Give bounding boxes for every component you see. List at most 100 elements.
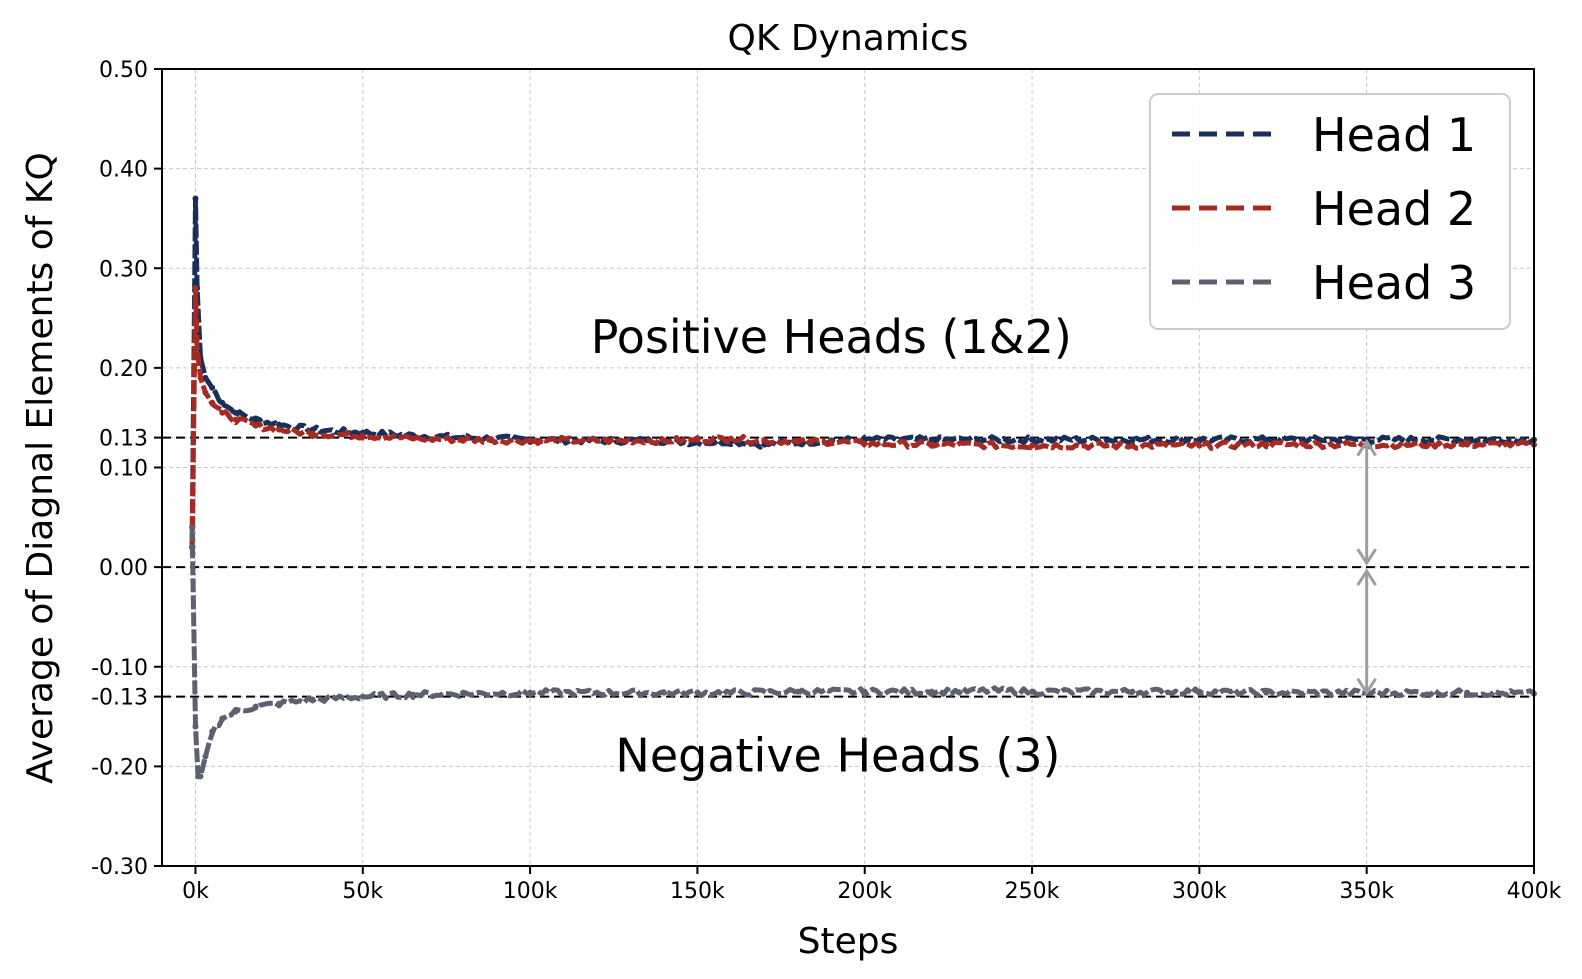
y-tick-label-2: -0.13	[91, 686, 148, 711]
series-point-head-2-27	[1263, 441, 1270, 448]
x-tick-label-8: 400k	[1507, 879, 1562, 904]
series-point-head-3-17	[694, 689, 701, 696]
y-tick-label-1: -0.20	[91, 755, 148, 780]
arrow-head-mid-down	[1356, 548, 1377, 566]
series-point-head-1-27	[1263, 436, 1270, 443]
x-tick-label-7: 350k	[1339, 879, 1394, 904]
series-point-head-2-25	[1129, 442, 1136, 449]
series-point-head-2-8	[252, 422, 259, 429]
series-point-head-1-5	[209, 384, 216, 391]
arrow-annotation	[1356, 438, 1377, 696]
annotation-positive: Positive Heads (1&2)	[591, 310, 1072, 364]
legend-label-head-3: Head 3	[1312, 256, 1476, 310]
y-tick-label-0: -0.30	[91, 855, 148, 880]
series-point-head-2-2	[194, 344, 201, 351]
series-point-head-2-26	[1196, 442, 1203, 449]
y-tick-label-8: 0.30	[99, 257, 148, 282]
series-point-head-3-10	[309, 696, 316, 703]
series-point-head-2-19	[761, 437, 768, 444]
series-point-head-2-15	[594, 437, 601, 444]
series-point-head-3-20	[861, 688, 868, 695]
x-tick-label-3: 150k	[670, 879, 725, 904]
x-tick-label-5: 250k	[1005, 879, 1060, 904]
series-point-head-2-16	[660, 437, 667, 444]
x-tick-label-4: 200k	[837, 879, 892, 904]
series-point-head-1-26	[1196, 436, 1203, 443]
legend-box	[1149, 93, 1511, 330]
plot-frame	[161, 68, 1535, 867]
series-point-head-2-18	[727, 435, 734, 442]
y-tick-label-7: 0.20	[99, 357, 148, 382]
series-point-head-1-23	[928, 436, 935, 443]
y-tick-label-4: 0.00	[99, 556, 148, 581]
series-point-head-3-19	[794, 688, 801, 695]
x-tick-label-0: 0k	[182, 879, 209, 904]
y-tick-label-3: -0.10	[91, 656, 148, 681]
annotation-negative: Negative Heads (3)	[615, 728, 1060, 782]
series-point-head-1-4	[202, 374, 209, 381]
series-point-head-2-9	[276, 426, 283, 433]
series-point-head-3-26	[1263, 689, 1270, 696]
series-point-head-2-5	[209, 399, 216, 406]
series-point-head-2-14	[527, 437, 534, 444]
series-point-head-3-23	[1029, 688, 1036, 695]
series-point-head-2-21	[828, 438, 835, 445]
series-point-head-3-6	[219, 715, 226, 722]
series-point-head-2-24	[1029, 442, 1036, 449]
x-tick-label-1: 50k	[342, 879, 383, 904]
y-tick-label-10: 0.50	[99, 58, 148, 83]
series-point-head-3-4	[202, 753, 209, 760]
series-point-head-2-23	[928, 441, 935, 448]
series-point-head-2-20	[794, 438, 801, 445]
series-point-head-2-17	[694, 436, 701, 443]
y-tick-label-5: 0.10	[99, 457, 148, 482]
series-point-head-1-24	[1029, 436, 1036, 443]
series-point-head-2-3	[197, 374, 204, 381]
arrow-head-mid-up	[1356, 568, 1377, 586]
legend-label-head-2: Head 2	[1312, 182, 1476, 236]
series-point-head-3-9	[276, 700, 283, 707]
series-point-head-3-0	[189, 524, 196, 531]
series-point-head-3-18	[727, 689, 734, 696]
series-point-head-2-11	[359, 432, 366, 439]
chart-title: QK Dynamics	[728, 18, 969, 59]
y-tick-label-6: 0.13	[99, 427, 148, 452]
x-tick-label-2: 100k	[503, 879, 558, 904]
series-point-head-1-6	[219, 399, 226, 406]
series-point-head-1-8	[252, 416, 259, 423]
x-ticks: 0k 50k 100k 150k 200k 250k 300k 350k 400k	[182, 866, 1562, 904]
series-point-head-3-15	[594, 689, 601, 696]
series-point-head-1-7	[232, 409, 239, 416]
series-point-head-2-12	[409, 435, 416, 442]
y-axis-title: Average of Diagnal Elements of KQ	[20, 152, 61, 784]
series-point-head-3-11	[359, 693, 366, 700]
series-point-head-3-13	[460, 690, 467, 697]
series-point-head-1-1	[192, 195, 199, 202]
series-point-head-3-14	[527, 689, 534, 696]
series-point-head-2-6	[219, 409, 226, 416]
arrow-head-top	[1356, 438, 1377, 457]
series-point-head-2-10	[309, 430, 316, 437]
series-point-head-3-25	[1196, 688, 1203, 695]
series-point-head-1-9	[276, 421, 283, 428]
series-group	[189, 195, 1537, 780]
arrow-head-bottom	[1356, 677, 1377, 696]
legend-label-head-1: Head 1	[1312, 108, 1476, 162]
series-point-head-3-7	[232, 708, 239, 715]
series-point-head-3-5	[209, 728, 216, 735]
series-point-head-3-28	[1464, 689, 1471, 696]
series-point-head-2-13	[460, 436, 467, 443]
series-point-head-2-7	[232, 416, 239, 423]
series-point-head-3-21	[928, 688, 935, 695]
series-point-head-1-25	[1129, 436, 1136, 443]
series-point-head-3-12	[409, 691, 416, 698]
series-point-head-3-24	[1129, 688, 1136, 695]
series-point-head-2-22	[861, 440, 868, 447]
series-point-head-2-4	[202, 389, 209, 396]
series-point-head-3-1	[192, 723, 199, 730]
y-tick-label-9: 0.40	[99, 158, 148, 183]
series-point-head-3-22	[995, 687, 1002, 694]
series-point-head-3-16	[660, 689, 667, 696]
x-tick-label-6: 300k	[1172, 879, 1227, 904]
